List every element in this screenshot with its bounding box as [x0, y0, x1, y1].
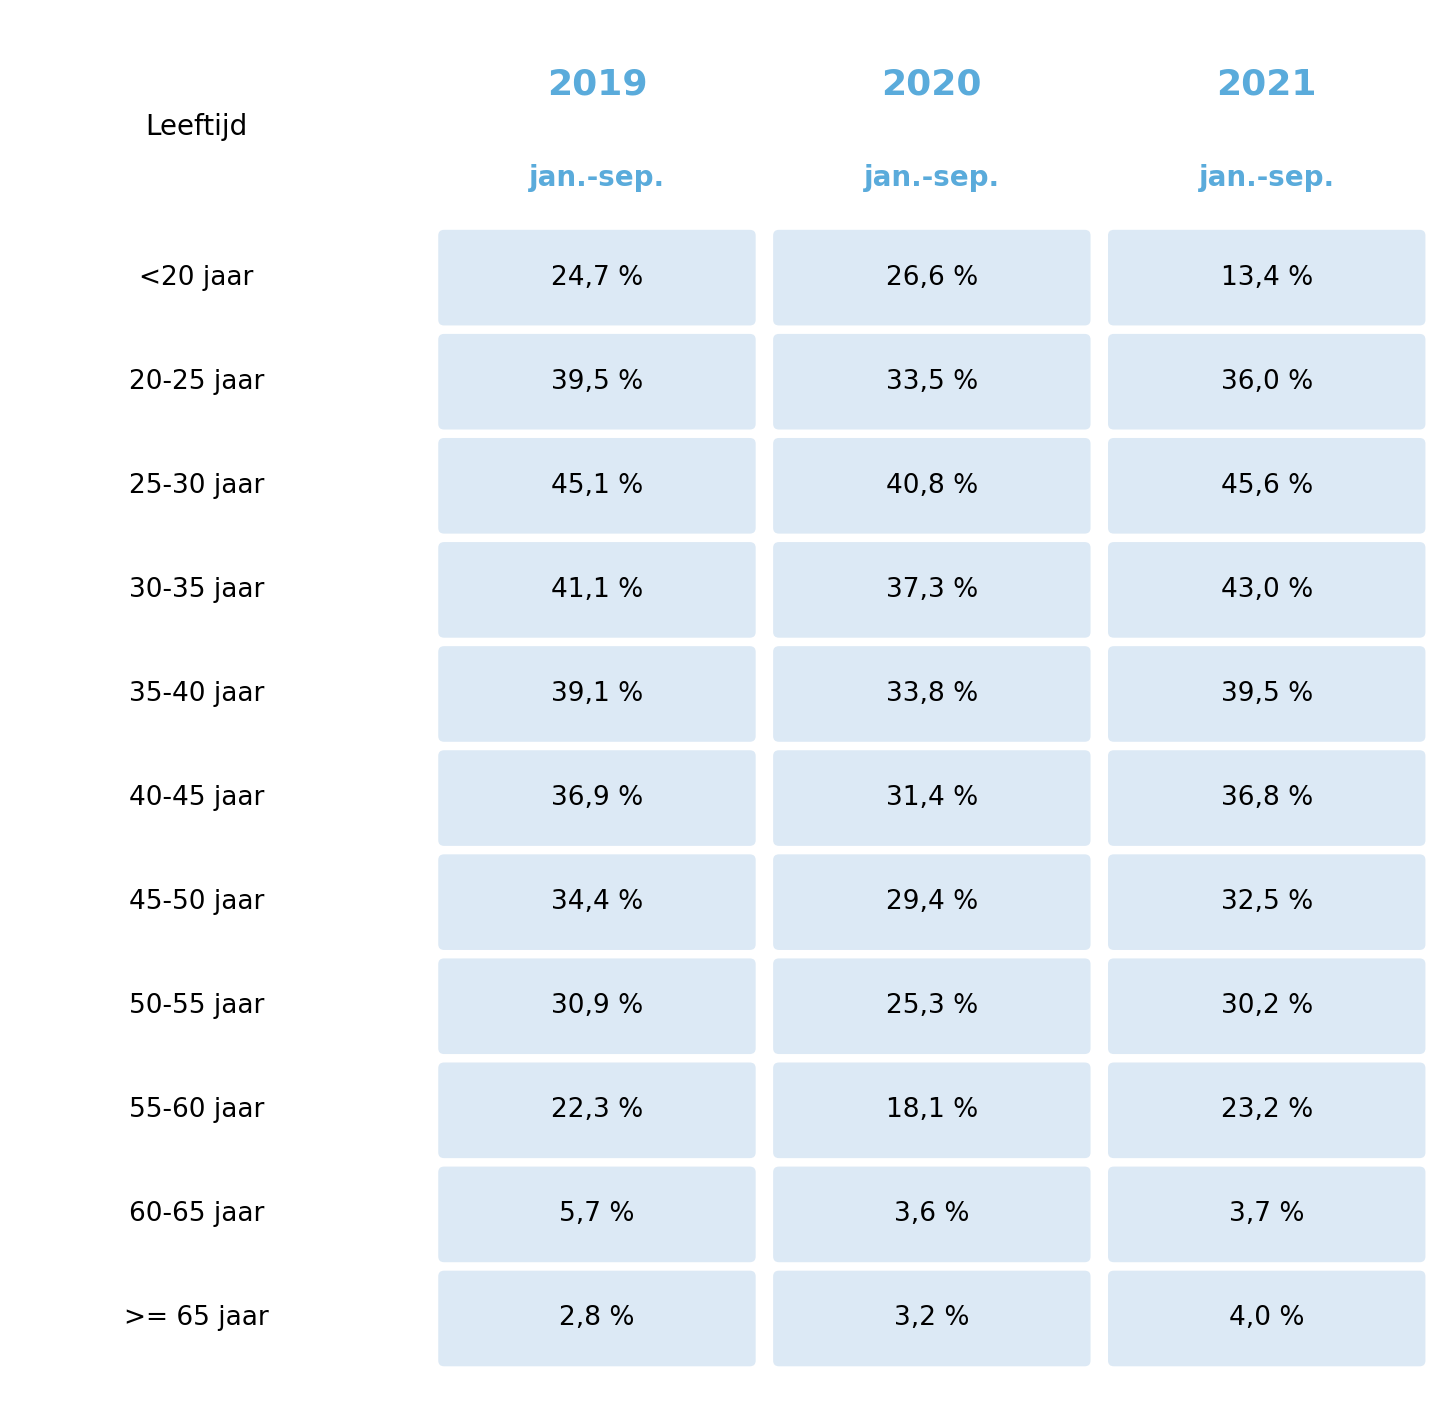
- FancyBboxPatch shape: [773, 230, 1091, 326]
- FancyBboxPatch shape: [438, 439, 756, 533]
- FancyBboxPatch shape: [438, 230, 756, 326]
- FancyBboxPatch shape: [1108, 1270, 1425, 1366]
- FancyBboxPatch shape: [1108, 750, 1425, 846]
- FancyBboxPatch shape: [773, 1063, 1091, 1158]
- FancyBboxPatch shape: [1108, 439, 1425, 533]
- FancyBboxPatch shape: [438, 646, 756, 742]
- Text: >= 65 jaar: >= 65 jaar: [124, 1306, 269, 1331]
- Text: 45,6 %: 45,6 %: [1220, 472, 1313, 499]
- Text: 36,8 %: 36,8 %: [1220, 785, 1313, 811]
- Text: <20 jaar: <20 jaar: [140, 265, 253, 290]
- FancyBboxPatch shape: [438, 959, 756, 1055]
- Text: 13,4 %: 13,4 %: [1220, 265, 1313, 290]
- FancyBboxPatch shape: [1108, 854, 1425, 950]
- Text: 50-55 jaar: 50-55 jaar: [130, 993, 264, 1019]
- Text: 3,7 %: 3,7 %: [1229, 1201, 1305, 1227]
- Text: 2019: 2019: [546, 68, 648, 102]
- FancyBboxPatch shape: [438, 1166, 756, 1262]
- FancyBboxPatch shape: [1108, 334, 1425, 430]
- Text: 4,0 %: 4,0 %: [1229, 1306, 1305, 1331]
- Text: 39,1 %: 39,1 %: [550, 681, 644, 706]
- Text: 33,5 %: 33,5 %: [885, 369, 978, 395]
- Text: 2020: 2020: [881, 68, 983, 102]
- FancyBboxPatch shape: [773, 750, 1091, 846]
- Text: 5,7 %: 5,7 %: [559, 1201, 635, 1227]
- Text: jan.-sep.: jan.-sep.: [863, 164, 1000, 192]
- Text: 60-65 jaar: 60-65 jaar: [130, 1201, 264, 1227]
- Text: 35-40 jaar: 35-40 jaar: [130, 681, 264, 706]
- FancyBboxPatch shape: [773, 439, 1091, 533]
- Text: 32,5 %: 32,5 %: [1220, 890, 1313, 915]
- FancyBboxPatch shape: [438, 1270, 756, 1366]
- Text: jan.-sep.: jan.-sep.: [1198, 164, 1335, 192]
- Text: 36,0 %: 36,0 %: [1220, 369, 1313, 395]
- Text: 25-30 jaar: 25-30 jaar: [130, 472, 264, 499]
- FancyBboxPatch shape: [438, 1063, 756, 1158]
- Text: 40-45 jaar: 40-45 jaar: [130, 785, 264, 811]
- FancyBboxPatch shape: [773, 541, 1091, 637]
- Text: 2,8 %: 2,8 %: [559, 1306, 635, 1331]
- FancyBboxPatch shape: [773, 646, 1091, 742]
- Text: 30,2 %: 30,2 %: [1220, 993, 1313, 1019]
- Text: 33,8 %: 33,8 %: [885, 681, 978, 706]
- FancyBboxPatch shape: [773, 334, 1091, 430]
- Text: 36,9 %: 36,9 %: [550, 785, 644, 811]
- Text: 3,2 %: 3,2 %: [894, 1306, 970, 1331]
- Text: 34,4 %: 34,4 %: [550, 890, 644, 915]
- Text: Leeftijd: Leeftijd: [146, 113, 248, 141]
- FancyBboxPatch shape: [773, 1166, 1091, 1262]
- Text: 25,3 %: 25,3 %: [885, 993, 978, 1019]
- Text: 3,6 %: 3,6 %: [894, 1201, 970, 1227]
- FancyBboxPatch shape: [1108, 1166, 1425, 1262]
- Text: 43,0 %: 43,0 %: [1220, 577, 1313, 603]
- Text: 22,3 %: 22,3 %: [550, 1097, 644, 1124]
- Text: 39,5 %: 39,5 %: [1220, 681, 1313, 706]
- FancyBboxPatch shape: [1108, 1063, 1425, 1158]
- Text: 26,6 %: 26,6 %: [885, 265, 978, 290]
- FancyBboxPatch shape: [773, 959, 1091, 1055]
- FancyBboxPatch shape: [1108, 646, 1425, 742]
- FancyBboxPatch shape: [1108, 959, 1425, 1055]
- Text: jan.-sep.: jan.-sep.: [529, 164, 665, 192]
- Text: 24,7 %: 24,7 %: [550, 265, 644, 290]
- Text: 41,1 %: 41,1 %: [550, 577, 644, 603]
- Text: 23,2 %: 23,2 %: [1220, 1097, 1313, 1124]
- FancyBboxPatch shape: [438, 854, 756, 950]
- Text: 37,3 %: 37,3 %: [885, 577, 978, 603]
- FancyBboxPatch shape: [1108, 230, 1425, 326]
- Text: 18,1 %: 18,1 %: [885, 1097, 978, 1124]
- Text: 2021: 2021: [1216, 68, 1318, 102]
- Text: 39,5 %: 39,5 %: [550, 369, 644, 395]
- Text: 29,4 %: 29,4 %: [885, 890, 978, 915]
- Text: 30,9 %: 30,9 %: [550, 993, 644, 1019]
- Text: 55-60 jaar: 55-60 jaar: [130, 1097, 264, 1124]
- FancyBboxPatch shape: [438, 334, 756, 430]
- FancyBboxPatch shape: [773, 854, 1091, 950]
- Text: 30-35 jaar: 30-35 jaar: [130, 577, 264, 603]
- Text: 45-50 jaar: 45-50 jaar: [130, 890, 264, 915]
- FancyBboxPatch shape: [773, 1270, 1091, 1366]
- Text: 20-25 jaar: 20-25 jaar: [130, 369, 264, 395]
- Text: 31,4 %: 31,4 %: [885, 785, 978, 811]
- FancyBboxPatch shape: [1108, 541, 1425, 637]
- Text: 40,8 %: 40,8 %: [885, 472, 978, 499]
- FancyBboxPatch shape: [438, 541, 756, 637]
- FancyBboxPatch shape: [438, 750, 756, 846]
- Text: 45,1 %: 45,1 %: [550, 472, 644, 499]
